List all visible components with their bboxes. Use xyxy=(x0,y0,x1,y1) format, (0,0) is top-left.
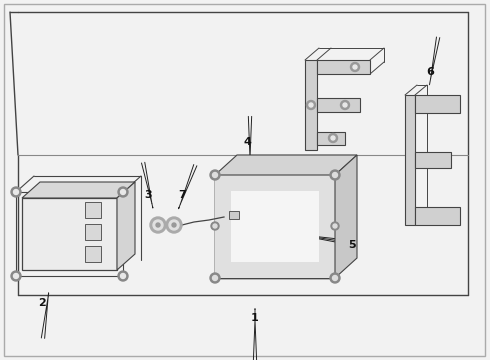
Text: 1: 1 xyxy=(251,313,259,323)
Polygon shape xyxy=(415,95,460,113)
Circle shape xyxy=(350,63,360,72)
Polygon shape xyxy=(231,191,319,262)
Polygon shape xyxy=(117,182,135,270)
Circle shape xyxy=(166,217,182,233)
Polygon shape xyxy=(405,95,415,225)
Circle shape xyxy=(150,217,166,233)
Circle shape xyxy=(121,189,125,194)
Polygon shape xyxy=(317,98,360,112)
Circle shape xyxy=(118,187,128,197)
Circle shape xyxy=(309,103,313,107)
Polygon shape xyxy=(305,60,317,150)
Polygon shape xyxy=(317,132,345,145)
Circle shape xyxy=(307,100,316,109)
Polygon shape xyxy=(215,155,357,175)
Polygon shape xyxy=(22,182,135,198)
Circle shape xyxy=(330,273,340,283)
Text: 6: 6 xyxy=(426,67,434,77)
Circle shape xyxy=(14,274,19,279)
Circle shape xyxy=(11,271,21,281)
Bar xyxy=(85,246,101,262)
Circle shape xyxy=(331,222,339,230)
Circle shape xyxy=(343,103,347,107)
Circle shape xyxy=(156,223,160,227)
Text: 4: 4 xyxy=(243,137,251,147)
Polygon shape xyxy=(317,60,370,74)
Text: 5: 5 xyxy=(348,240,356,250)
Circle shape xyxy=(333,275,338,280)
Circle shape xyxy=(153,220,163,230)
Bar xyxy=(22,198,117,270)
Circle shape xyxy=(213,172,218,177)
Text: 3: 3 xyxy=(144,190,152,200)
Circle shape xyxy=(331,136,335,140)
Polygon shape xyxy=(215,175,335,278)
Circle shape xyxy=(211,222,219,230)
Text: 7: 7 xyxy=(178,190,186,200)
Circle shape xyxy=(118,271,128,281)
Circle shape xyxy=(213,224,217,228)
Bar xyxy=(85,202,101,218)
Circle shape xyxy=(14,189,19,194)
Circle shape xyxy=(328,134,338,143)
Circle shape xyxy=(210,170,220,180)
Circle shape xyxy=(333,224,337,228)
Circle shape xyxy=(210,273,220,283)
Circle shape xyxy=(121,274,125,279)
Bar xyxy=(229,211,239,219)
Circle shape xyxy=(341,100,349,109)
Polygon shape xyxy=(415,207,460,225)
Circle shape xyxy=(353,65,357,69)
Circle shape xyxy=(213,275,218,280)
Bar xyxy=(85,224,101,240)
Circle shape xyxy=(330,170,340,180)
Circle shape xyxy=(172,223,176,227)
Circle shape xyxy=(11,187,21,197)
Text: 2: 2 xyxy=(38,298,46,308)
Circle shape xyxy=(333,172,338,177)
Circle shape xyxy=(169,220,179,230)
Polygon shape xyxy=(415,152,451,168)
Polygon shape xyxy=(335,155,357,278)
